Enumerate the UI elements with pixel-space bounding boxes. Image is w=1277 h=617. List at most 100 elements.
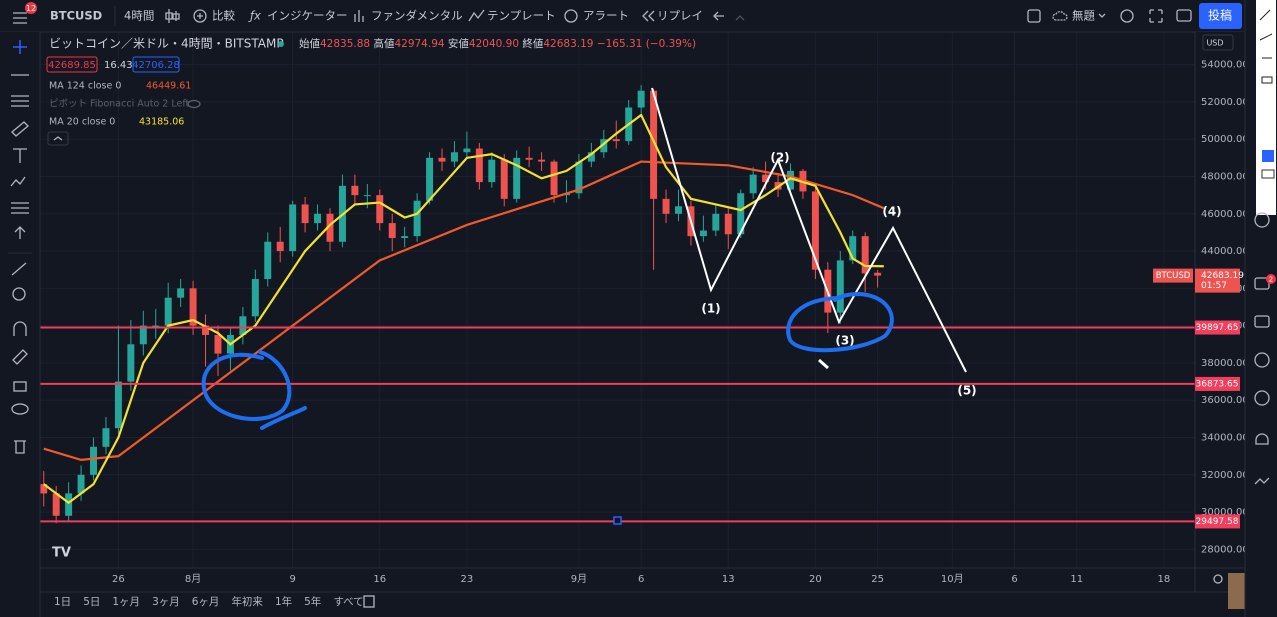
range-button[interactable]: 5日 bbox=[83, 596, 100, 608]
fib-tool[interactable] bbox=[11, 95, 29, 107]
ohlc-label: 安値 bbox=[448, 37, 469, 50]
fx-icon[interactable]: ƒx bbox=[248, 9, 261, 23]
hide-tool[interactable] bbox=[11, 403, 29, 415]
symbol-button[interactable]: BTCUSD bbox=[50, 9, 102, 23]
range-button[interactable]: 5年 bbox=[304, 595, 321, 608]
streams-button[interactable] bbox=[1254, 390, 1270, 406]
brush-tool[interactable] bbox=[11, 121, 29, 137]
ideas-button[interactable] bbox=[1254, 212, 1270, 228]
candle-body bbox=[762, 174, 770, 183]
indicator-name: MA 20 close 0 bbox=[49, 117, 115, 128]
compare-icon[interactable] bbox=[193, 9, 207, 23]
candle-body bbox=[861, 236, 869, 274]
freehand-circle bbox=[201, 350, 307, 430]
interval-button[interactable]: 4時間 bbox=[124, 9, 154, 23]
menu-icon[interactable] bbox=[13, 12, 27, 24]
candle-body bbox=[513, 157, 521, 199]
price-label: 36873.65 bbox=[1196, 379, 1239, 389]
arrow-tool[interactable] bbox=[14, 226, 26, 239]
measure-tool[interactable] bbox=[11, 262, 27, 276]
y-tick-label: 54000.00 bbox=[1201, 60, 1249, 71]
y-tick-label: 52000.00 bbox=[1201, 97, 1249, 108]
range-button[interactable]: 1日 bbox=[54, 596, 71, 608]
calendar-button[interactable] bbox=[1254, 352, 1270, 368]
range-button[interactable]: 1年 bbox=[275, 595, 292, 608]
fundamentals-icon[interactable] bbox=[354, 10, 364, 22]
ohlc-value: 42835.88 bbox=[320, 38, 370, 50]
axis-settings[interactable] bbox=[1213, 574, 1223, 584]
publish-button[interactable] bbox=[1199, 3, 1242, 29]
currency-button[interactable] bbox=[1202, 34, 1234, 51]
templates-button[interactable]: テンプレート bbox=[487, 9, 556, 23]
candle-body bbox=[388, 223, 396, 239]
replay-button[interactable]: リプレイ bbox=[657, 9, 703, 23]
lock-tool[interactable] bbox=[13, 381, 27, 392]
candle-body bbox=[787, 170, 794, 190]
layout-icon[interactable] bbox=[1027, 9, 1041, 23]
candle-body bbox=[438, 157, 446, 162]
text-tool[interactable] bbox=[13, 148, 27, 163]
x-tick-label: 10月 bbox=[941, 573, 964, 585]
dropdown-icon[interactable] bbox=[1098, 13, 1106, 18]
layout-name[interactable]: 無題 bbox=[1072, 9, 1095, 23]
chart-type-icon[interactable] bbox=[165, 9, 180, 23]
stay-drawing-tool[interactable] bbox=[12, 349, 28, 365]
range-button[interactable]: 6ヶ月 bbox=[192, 596, 220, 608]
badge-count: 12 bbox=[26, 4, 36, 13]
candle-body bbox=[139, 325, 147, 345]
y-tick-label: 38000.00 bbox=[1201, 358, 1249, 369]
range-button[interactable]: 年初来 bbox=[231, 595, 263, 608]
candle-body bbox=[587, 152, 595, 162]
zoom-tool[interactable] bbox=[12, 287, 26, 301]
messages-button[interactable] bbox=[1254, 315, 1270, 328]
countdown: 01:57 bbox=[1201, 281, 1227, 291]
collapse-icon bbox=[53, 136, 63, 141]
left-toolbar bbox=[0, 32, 40, 617]
undo-button[interactable] bbox=[713, 11, 724, 21]
visibility-icon[interactable] bbox=[187, 99, 201, 109]
candle-body bbox=[600, 139, 608, 153]
range-button[interactable]: 3ヶ月 bbox=[152, 596, 180, 608]
price-label-box bbox=[1195, 320, 1240, 335]
y-tick-label: 48000.00 bbox=[1201, 171, 1249, 182]
price-label-box bbox=[1195, 376, 1240, 391]
pattern-tool[interactable] bbox=[10, 176, 26, 187]
candle-body bbox=[52, 493, 60, 516]
range-button[interactable]: すべて bbox=[333, 596, 363, 608]
collapse-button[interactable] bbox=[47, 131, 69, 146]
x-tick-label: 20 bbox=[809, 574, 822, 585]
indicators-button[interactable]: インジケーター bbox=[267, 9, 348, 23]
price-label: 29497.58 bbox=[1196, 517, 1239, 527]
magnet-tool[interactable] bbox=[13, 321, 27, 336]
x-tick-label: 8月 bbox=[185, 573, 201, 585]
color-swatch[interactable] bbox=[1261, 169, 1275, 179]
palette-tools[interactable] bbox=[1259, 9, 1273, 84]
snapshot-button[interactable] bbox=[1176, 9, 1192, 22]
candle-body bbox=[77, 474, 85, 494]
candle-body bbox=[289, 204, 297, 252]
notifications-button[interactable] bbox=[1255, 433, 1269, 445]
candle-body bbox=[326, 213, 334, 242]
news-button[interactable] bbox=[1254, 477, 1270, 485]
line-handle bbox=[613, 516, 622, 525]
color-swatch[interactable] bbox=[1262, 150, 1274, 162]
candle-body bbox=[525, 157, 533, 160]
candle-body bbox=[612, 139, 620, 142]
crosshair-tool[interactable] bbox=[13, 40, 27, 54]
fullscreen-button[interactable] bbox=[1149, 9, 1163, 23]
settings-button[interactable] bbox=[1120, 9, 1134, 23]
candle-body bbox=[488, 159, 496, 183]
alert-icon[interactable] bbox=[564, 9, 578, 23]
ohlc-label: 始値 bbox=[299, 37, 320, 50]
range-button[interactable]: 1ヶ月 bbox=[112, 596, 140, 608]
templates-icon[interactable] bbox=[468, 9, 485, 22]
redo-button[interactable] bbox=[735, 15, 745, 21]
fundamentals-button[interactable]: ファンダメンタル bbox=[371, 9, 463, 23]
alert-button[interactable]: アラート bbox=[583, 9, 629, 23]
prediction-tool[interactable] bbox=[11, 202, 29, 214]
candle-body bbox=[413, 200, 421, 237]
date-range-button[interactable] bbox=[363, 595, 375, 608]
compare-button[interactable]: 比較 bbox=[212, 9, 235, 23]
replay-icon[interactable] bbox=[642, 10, 655, 22]
delete-tool[interactable] bbox=[14, 440, 26, 454]
